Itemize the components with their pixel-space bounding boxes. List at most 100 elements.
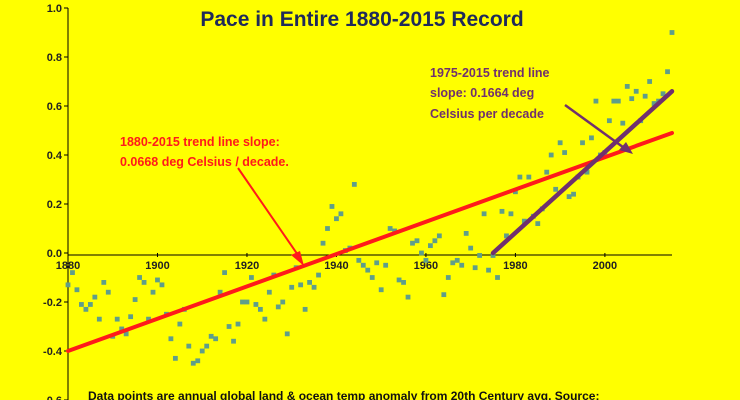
data-point [392, 228, 398, 234]
annotation-full-line2: 0.0668 deg Celsius / decade. [120, 155, 289, 169]
annotation-full-line1: 1880-2015 trend line slope: [120, 135, 280, 149]
data-point [360, 262, 366, 268]
data-point [414, 238, 420, 244]
data-point [410, 240, 415, 246]
data-point [580, 140, 585, 146]
data-point [204, 343, 210, 349]
data-point [629, 96, 635, 102]
data-point [611, 98, 617, 104]
y-tick-label: -0.2 [43, 297, 62, 309]
data-point [280, 299, 286, 305]
data-point [508, 211, 514, 217]
y-axis-ticks: -0.6 -0.4 -0.2 0.0 0.2 0.4 0.6 0.8 1.0 [43, 3, 68, 400]
data-point [105, 289, 111, 295]
data-point [660, 91, 666, 97]
data-point [356, 257, 362, 263]
data-point [486, 267, 491, 273]
data-point [651, 101, 657, 106]
data-point [369, 275, 375, 280]
data-point [544, 169, 550, 175]
data-point [262, 316, 268, 322]
data-point [553, 186, 559, 192]
data-point [320, 240, 326, 246]
x-tick-label: 1880 [56, 260, 80, 272]
data-point [217, 289, 223, 295]
data-point [495, 275, 500, 280]
data-point [378, 287, 384, 293]
data-point [405, 294, 411, 300]
data-point [325, 226, 330, 231]
data-point [589, 135, 594, 141]
data-point [566, 194, 572, 200]
data-point [571, 191, 576, 197]
data-point [521, 218, 527, 224]
x-tick-label: 2000 [593, 260, 617, 272]
data-point [137, 275, 142, 280]
data-point [351, 182, 357, 187]
data-point [490, 253, 496, 258]
data-point [83, 306, 89, 312]
data-point [155, 277, 160, 283]
data-point [240, 299, 245, 305]
data-point [517, 174, 523, 180]
data-point [79, 302, 84, 307]
data-point [96, 316, 102, 322]
data-point [177, 321, 183, 327]
data-point [633, 88, 639, 94]
data-point [423, 257, 429, 263]
y-tick-label: 0.0 [47, 248, 62, 260]
data-point [74, 287, 80, 293]
data-point [159, 282, 165, 288]
data-point [432, 238, 438, 244]
x-tick-label: 1960 [414, 260, 438, 272]
data-point [231, 338, 236, 344]
data-point [128, 314, 134, 320]
data-point [199, 348, 205, 354]
data-point [222, 270, 227, 275]
data-point [647, 79, 653, 84]
data-point [114, 316, 120, 322]
data-point [624, 84, 630, 89]
data-point [419, 250, 424, 256]
data-point [526, 174, 532, 180]
x-axis-ticks: 1880 1900 1920 1940 1960 1980 2000 [56, 253, 617, 272]
data-point [454, 257, 460, 263]
data-point [249, 275, 254, 280]
data-point [472, 265, 478, 271]
data-point [584, 169, 590, 175]
annotation-recent-line1: 1975-2015 trend line [430, 66, 550, 80]
y-tick-label: 1.0 [47, 3, 62, 15]
arrowhead-full-icon [291, 251, 304, 266]
data-point [562, 150, 568, 155]
data-point [168, 336, 174, 342]
data-point [665, 69, 670, 75]
data-point [642, 93, 648, 99]
data-point [307, 280, 312, 285]
data-point [481, 211, 487, 217]
data-point [374, 260, 380, 266]
data-point [548, 152, 554, 158]
data-point [401, 280, 406, 285]
y-tick-label: -0.4 [43, 346, 63, 358]
data-point [428, 243, 433, 249]
annotation-arrow-full [237, 167, 301, 259]
annotation-recent-line3: Celsius per decade [430, 107, 544, 121]
data-point [119, 326, 125, 332]
data-point [146, 316, 151, 322]
data-point [190, 360, 196, 366]
data-point [329, 204, 335, 209]
data-point [499, 208, 505, 214]
data-point [445, 275, 451, 280]
y-tick-label: 0.8 [47, 52, 62, 64]
data-point [396, 277, 402, 283]
trend-line-1880-2015 [66, 130, 674, 353]
data-point [302, 306, 308, 312]
data-point [298, 282, 304, 288]
data-point [606, 118, 612, 124]
data-point [334, 216, 339, 222]
data-point [463, 231, 469, 236]
data-point [195, 358, 201, 364]
data-point [92, 294, 98, 300]
